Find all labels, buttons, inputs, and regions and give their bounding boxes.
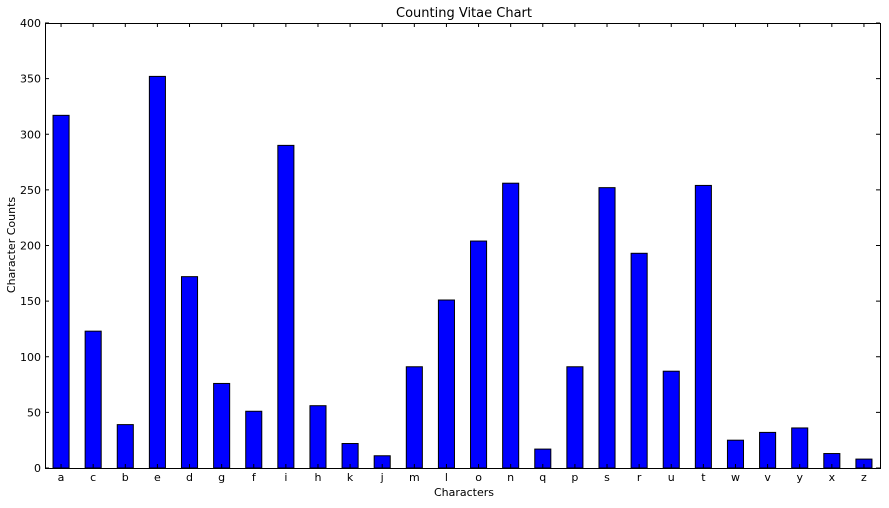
x-tick-label-i: i: [284, 471, 287, 484]
bar-y: [791, 427, 809, 469]
y-tick-label-150: 150: [20, 295, 41, 308]
y-tick-label-350: 350: [20, 73, 41, 86]
bar-s: [598, 187, 616, 469]
x-tick-label-a: a: [58, 471, 65, 484]
x-tick-label-o: o: [475, 471, 482, 484]
y-tick-label-300: 300: [20, 128, 41, 141]
bar-t: [694, 184, 712, 469]
bar-n: [502, 182, 520, 469]
bar-d: [180, 276, 199, 469]
bar-o: [470, 240, 488, 469]
x-tick-label-s: s: [604, 471, 610, 484]
y-ticks-group: 0 50 100 150 200 250 300 350 400: [20, 17, 880, 475]
x-tick-label-g: g: [218, 471, 225, 484]
x-tick-label-d: d: [186, 471, 193, 484]
y-tick-label-400: 400: [20, 17, 41, 30]
x-tick-label-j: j: [380, 471, 384, 484]
x-tick-label-c: c: [90, 471, 96, 484]
y-tick-label-100: 100: [20, 351, 41, 364]
x-tick-label-m: m: [409, 471, 420, 484]
bar-c: [84, 330, 102, 469]
x-axis-label: Characters: [434, 486, 494, 499]
bar-p: [566, 366, 584, 469]
chart-title: Counting Vitae Chart: [396, 6, 532, 21]
bar-i: [277, 144, 295, 469]
y-tick-label-200: 200: [20, 240, 41, 253]
x-tick-label-f: f: [252, 471, 257, 484]
x-tick-label-q: q: [539, 471, 546, 484]
x-tick-label-e: e: [154, 471, 161, 484]
x-tick-label-t: t: [701, 471, 706, 484]
y-tick-label-250: 250: [20, 184, 41, 197]
bar-r: [630, 252, 648, 469]
bar-a: [52, 114, 70, 469]
bars-group: [52, 75, 873, 469]
bar-b: [116, 424, 134, 469]
bar-v: [759, 431, 777, 469]
x-tick-label-y: y: [796, 471, 803, 484]
bar-g: [213, 382, 231, 469]
bar-m: [405, 366, 423, 469]
x-tick-label-b: b: [122, 471, 129, 484]
y-tick-label-0: 0: [34, 462, 41, 475]
bar-e: [148, 75, 166, 469]
x-tick-label-k: k: [347, 471, 354, 484]
x-tick-label-r: r: [637, 471, 642, 484]
bar-h: [309, 405, 327, 469]
bar-u: [662, 370, 680, 469]
x-tick-label-v: v: [764, 471, 771, 484]
x-tick-label-l: l: [445, 471, 448, 484]
x-tick-label-p: p: [571, 471, 578, 484]
plot-frame: [45, 23, 881, 469]
y-axis-label: Character Counts: [5, 197, 18, 293]
x-tick-label-h: h: [314, 471, 321, 484]
x-tick-label-n: n: [507, 471, 514, 484]
y-tick-label-50: 50: [27, 406, 41, 419]
bar-l: [437, 299, 455, 469]
bar-w: [726, 439, 745, 469]
bar-f: [245, 410, 263, 469]
x-tick-label-z: z: [861, 471, 867, 484]
x-tick-label-w: w: [731, 471, 740, 484]
x-tick-label-u: u: [668, 471, 675, 484]
x-tick-label-x: x: [829, 471, 836, 484]
